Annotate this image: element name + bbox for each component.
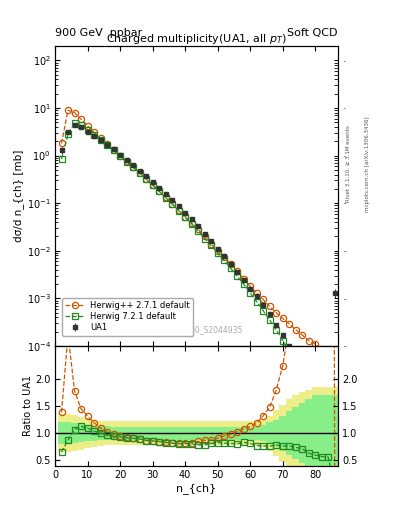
Herwig 7.2.1 default xyxy=(235,273,239,280)
Y-axis label: Ratio to UA1: Ratio to UA1 xyxy=(23,375,33,436)
Herwig++ 2.7.1 default xyxy=(59,140,64,146)
Herwig 7.2.1 default xyxy=(150,182,155,188)
Herwig++ 2.7.1 default xyxy=(124,158,129,164)
Herwig 7.2.1 default xyxy=(293,362,298,368)
Herwig 7.2.1 default xyxy=(196,228,200,234)
Text: Rivet 3.1.10, ≥ 3.1M events: Rivet 3.1.10, ≥ 3.1M events xyxy=(346,125,351,202)
Herwig++ 2.7.1 default xyxy=(196,226,200,232)
Text: Soft QCD: Soft QCD xyxy=(288,28,338,38)
Herwig++ 2.7.1 default xyxy=(176,207,181,214)
Herwig 7.2.1 default xyxy=(261,308,266,314)
Herwig++ 2.7.1 default xyxy=(72,110,77,116)
Herwig++ 2.7.1 default xyxy=(163,195,168,201)
Herwig 7.2.1 default xyxy=(183,214,187,220)
Herwig 7.2.1 default xyxy=(202,236,207,242)
Text: mcplots.cern.ch [arXiv:1306.3436]: mcplots.cern.ch [arXiv:1306.3436] xyxy=(365,116,371,211)
Herwig 7.2.1 default xyxy=(228,265,233,271)
Herwig++ 2.7.1 default xyxy=(332,355,337,361)
Herwig 7.2.1 default xyxy=(280,337,285,344)
Herwig++ 2.7.1 default xyxy=(118,153,123,159)
Text: UA1_1990_S2044935: UA1_1990_S2044935 xyxy=(162,325,243,334)
Y-axis label: dσ/d n_{ch} [mb]: dσ/d n_{ch} [mb] xyxy=(13,150,24,242)
Herwig++ 2.7.1 default xyxy=(326,351,331,357)
Herwig 7.2.1 default xyxy=(59,156,64,162)
Herwig++ 2.7.1 default xyxy=(300,332,305,338)
Herwig++ 2.7.1 default xyxy=(189,220,194,226)
Title: Charged multiplicity(UA1, all $p_T$): Charged multiplicity(UA1, all $p_T$) xyxy=(106,32,287,46)
Herwig++ 2.7.1 default xyxy=(228,261,233,267)
Herwig 7.2.1 default xyxy=(85,126,90,133)
Herwig++ 2.7.1 default xyxy=(202,233,207,240)
Herwig 7.2.1 default xyxy=(215,250,220,256)
Herwig++ 2.7.1 default xyxy=(144,176,149,182)
Herwig 7.2.1 default xyxy=(170,201,174,207)
Herwig++ 2.7.1 default xyxy=(235,268,239,274)
Line: Herwig++ 2.7.1 default: Herwig++ 2.7.1 default xyxy=(59,107,338,361)
Herwig++ 2.7.1 default xyxy=(79,116,83,122)
Herwig 7.2.1 default xyxy=(274,327,279,333)
Herwig 7.2.1 default xyxy=(313,407,318,413)
Herwig++ 2.7.1 default xyxy=(98,135,103,141)
Herwig 7.2.1 default xyxy=(267,317,272,323)
Herwig 7.2.1 default xyxy=(144,176,149,182)
Herwig 7.2.1 default xyxy=(79,121,83,127)
Herwig++ 2.7.1 default xyxy=(209,241,213,247)
Herwig++ 2.7.1 default xyxy=(183,214,187,220)
Herwig++ 2.7.1 default xyxy=(131,164,136,170)
Line: Herwig 7.2.1 default: Herwig 7.2.1 default xyxy=(59,120,338,463)
Text: 900 GeV  ppbar: 900 GeV ppbar xyxy=(55,28,142,38)
Herwig++ 2.7.1 default xyxy=(267,303,272,309)
Herwig++ 2.7.1 default xyxy=(215,248,220,254)
Herwig 7.2.1 default xyxy=(248,290,253,296)
Herwig++ 2.7.1 default xyxy=(274,310,279,316)
Herwig 7.2.1 default xyxy=(176,207,181,214)
Herwig++ 2.7.1 default xyxy=(105,141,109,147)
Herwig 7.2.1 default xyxy=(105,142,109,148)
Herwig++ 2.7.1 default xyxy=(85,123,90,129)
Herwig++ 2.7.1 default xyxy=(293,327,298,333)
Herwig++ 2.7.1 default xyxy=(92,129,96,135)
Herwig++ 2.7.1 default xyxy=(280,315,285,322)
Herwig 7.2.1 default xyxy=(209,242,213,248)
Herwig++ 2.7.1 default xyxy=(320,346,324,352)
Herwig 7.2.1 default xyxy=(332,457,337,463)
Herwig 7.2.1 default xyxy=(307,392,311,398)
Herwig 7.2.1 default xyxy=(131,164,136,170)
Herwig 7.2.1 default xyxy=(287,349,292,355)
Herwig 7.2.1 default xyxy=(254,298,259,305)
Herwig++ 2.7.1 default xyxy=(313,341,318,347)
Herwig 7.2.1 default xyxy=(222,257,226,263)
Herwig 7.2.1 default xyxy=(326,440,331,446)
Herwig++ 2.7.1 default xyxy=(248,283,253,289)
Herwig 7.2.1 default xyxy=(98,137,103,143)
Herwig 7.2.1 default xyxy=(92,132,96,138)
Herwig++ 2.7.1 default xyxy=(111,147,116,153)
X-axis label: n_{ch}: n_{ch} xyxy=(176,483,217,494)
Herwig++ 2.7.1 default xyxy=(287,321,292,327)
Herwig++ 2.7.1 default xyxy=(170,201,174,207)
Herwig++ 2.7.1 default xyxy=(307,337,311,344)
Herwig 7.2.1 default xyxy=(320,424,324,430)
Herwig 7.2.1 default xyxy=(124,159,129,165)
Herwig++ 2.7.1 default xyxy=(241,275,246,282)
Herwig 7.2.1 default xyxy=(300,376,305,382)
Herwig 7.2.1 default xyxy=(72,120,77,126)
Herwig 7.2.1 default xyxy=(111,147,116,154)
Herwig 7.2.1 default xyxy=(189,221,194,227)
Legend: Herwig++ 2.7.1 default, Herwig 7.2.1 default, UA1: Herwig++ 2.7.1 default, Herwig 7.2.1 def… xyxy=(62,298,193,336)
Herwig++ 2.7.1 default xyxy=(66,107,70,113)
Herwig++ 2.7.1 default xyxy=(222,254,226,261)
Herwig 7.2.1 default xyxy=(137,170,142,176)
Herwig 7.2.1 default xyxy=(118,153,123,159)
Herwig 7.2.1 default xyxy=(163,195,168,201)
Herwig 7.2.1 default xyxy=(157,188,162,195)
Herwig 7.2.1 default xyxy=(66,131,70,137)
Herwig++ 2.7.1 default xyxy=(254,290,259,296)
Herwig 7.2.1 default xyxy=(241,281,246,287)
Herwig++ 2.7.1 default xyxy=(137,170,142,176)
Herwig++ 2.7.1 default xyxy=(261,296,266,303)
Herwig++ 2.7.1 default xyxy=(157,188,162,195)
Herwig++ 2.7.1 default xyxy=(150,182,155,188)
